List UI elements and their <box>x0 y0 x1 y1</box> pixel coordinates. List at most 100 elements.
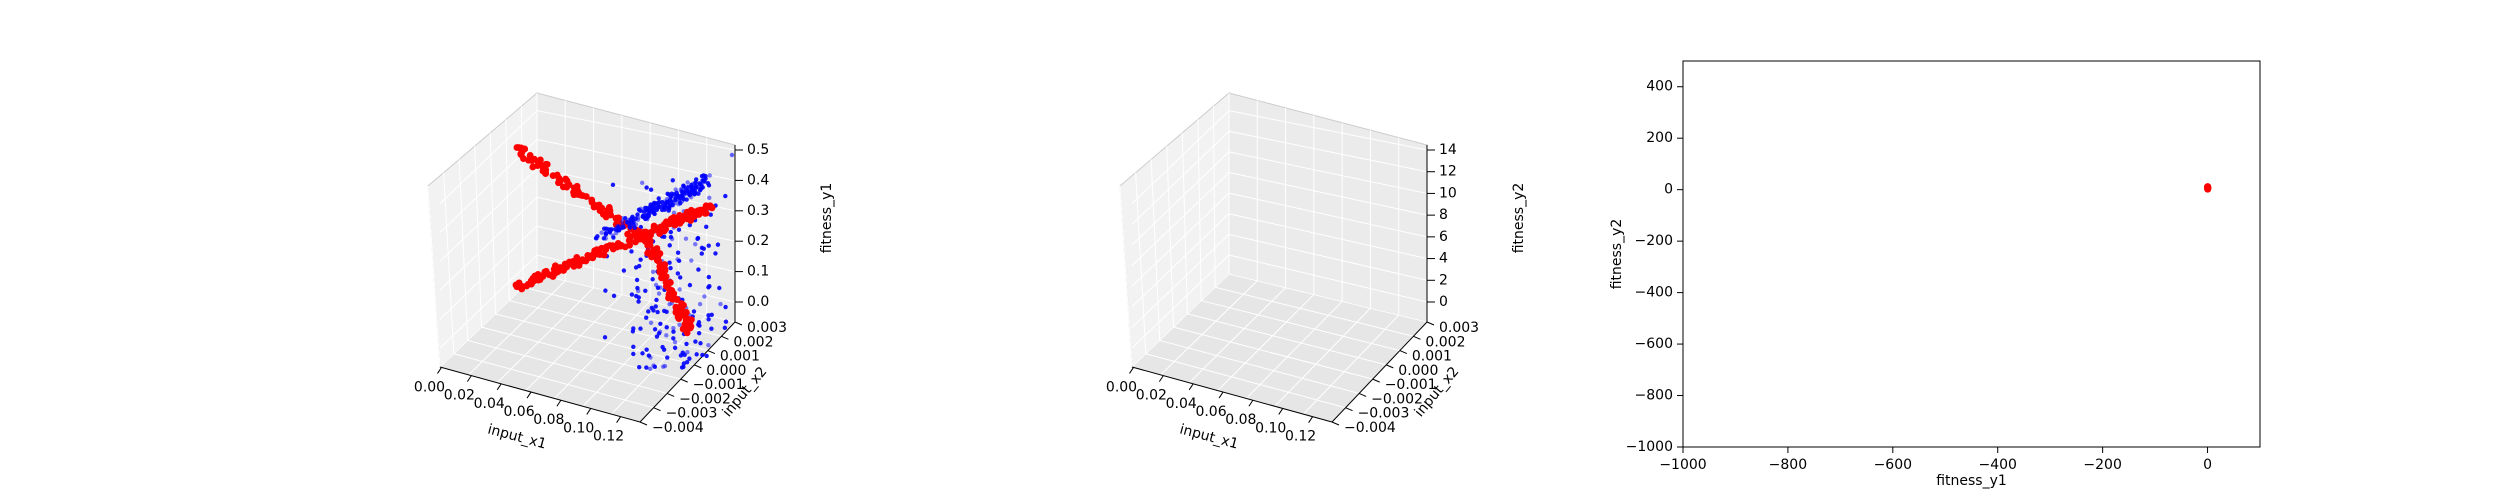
data-point-red <box>526 152 534 159</box>
data-point-red <box>675 217 683 225</box>
x-tick-label: −200 <box>2083 457 2121 473</box>
data-point-blue <box>653 304 658 309</box>
data-point-blue <box>697 323 702 328</box>
data-point-blue <box>691 188 696 194</box>
data-point-blue <box>687 222 693 228</box>
data-point-blue <box>715 242 721 247</box>
left-grid-vertical <box>1135 172 1147 354</box>
data-point-blue <box>670 178 675 183</box>
z-tick-label: 0.3 <box>747 203 769 219</box>
back-grid-horizontal <box>536 110 736 151</box>
data-point-blue <box>693 339 698 344</box>
data-point-blue <box>643 288 648 293</box>
left-grid-horizontal <box>1131 151 1230 246</box>
x-tick-label: −800 <box>1769 457 1807 473</box>
left-grid-horizontal <box>1131 172 1230 266</box>
x-tick-label: 0.02 <box>444 388 475 404</box>
data-point-red <box>600 251 608 259</box>
data-point-red <box>539 273 547 280</box>
data-point-blue <box>654 334 660 339</box>
data-point-red <box>661 266 669 274</box>
data-point-blue <box>707 173 712 178</box>
data-point-red <box>584 251 592 259</box>
data-point-red <box>559 183 567 191</box>
data-point-blue <box>699 173 705 179</box>
data-point-blue <box>706 317 711 322</box>
z-tick-label: 0 <box>1439 294 1448 310</box>
data-point-red <box>674 313 682 321</box>
y-tick-label: 0.002 <box>1425 334 1465 350</box>
data-point-blue <box>693 242 698 247</box>
back-grid-horizontal <box>1228 151 1428 194</box>
left-grid-horizontal <box>1131 213 1230 308</box>
data-point-red <box>606 242 614 249</box>
data-point-blue <box>678 275 683 280</box>
z-tick-label: 0.5 <box>747 142 769 158</box>
data-point-blue <box>662 234 667 239</box>
data-point-blue <box>624 220 630 225</box>
data-point-blue <box>705 181 711 186</box>
back-grid-horizontal <box>536 138 736 181</box>
x-tick <box>1278 408 1284 415</box>
floor-grid-y <box>1173 326 1373 380</box>
data-point-blue <box>671 326 676 331</box>
data-point-blue <box>707 284 712 289</box>
data-point-red <box>565 261 572 268</box>
data-point-red <box>529 274 537 282</box>
back-grid-horizontal <box>1228 233 1428 281</box>
x-tick <box>496 383 502 391</box>
data-point-blue <box>635 288 641 294</box>
y-tick-label: −200 <box>1635 233 1673 249</box>
z-tick-label: 0.2 <box>747 233 769 249</box>
left-grid-vertical <box>1197 119 1202 301</box>
floor-grid-y <box>467 339 668 394</box>
data-point-blue <box>665 191 670 196</box>
y-tick <box>707 350 716 355</box>
data-point-blue <box>671 329 676 334</box>
data-point-blue <box>668 265 673 271</box>
data-point-blue <box>648 187 654 192</box>
data-point-blue <box>647 366 653 371</box>
x-tick <box>586 408 592 415</box>
data-point-blue <box>707 195 712 201</box>
data-point-blue <box>643 205 648 211</box>
data-point-blue <box>696 267 701 272</box>
data-point-red <box>573 261 581 269</box>
y-tick-label: 400 <box>1646 79 1673 95</box>
left-grid-vertical <box>427 185 441 368</box>
data-point-blue <box>709 312 714 318</box>
left-grid-horizontal <box>1131 192 1230 287</box>
data-point-blue <box>698 187 703 192</box>
x-tick-label: 0.06 <box>1195 404 1226 420</box>
left-grid-vertical <box>1119 185 1133 368</box>
y-tick-label: 0.003 <box>747 320 787 336</box>
floor-grid-y <box>1201 300 1400 352</box>
data-point-blue <box>637 364 642 370</box>
floor-grid-x <box>1160 280 1258 376</box>
left-grid-horizontal <box>439 196 538 291</box>
left-grid-horizontal <box>439 254 538 349</box>
data-point-blue <box>635 215 641 220</box>
left-grid-vertical <box>443 172 455 354</box>
x-tick <box>616 416 622 423</box>
data-point-blue <box>664 333 669 338</box>
z-tick-label: 14 <box>1439 142 1457 158</box>
data-point-red <box>687 323 695 330</box>
floor-grid-y <box>1215 286 1414 337</box>
x-tick-label: 0.00 <box>1106 379 1137 395</box>
data-point-blue <box>610 182 616 188</box>
data-point-blue <box>723 319 729 324</box>
data-point-blue <box>677 322 682 328</box>
z-tick-label: 6 <box>1439 229 1448 245</box>
data-point-blue <box>629 292 635 297</box>
y-tick-label: 0.001 <box>1412 349 1452 365</box>
data-point-red <box>595 201 603 209</box>
data-point-blue <box>638 257 643 262</box>
data-point-blue <box>650 277 655 282</box>
x-tick-label: −600 <box>1874 457 1912 473</box>
data-point-blue <box>638 326 643 331</box>
data-point-blue <box>675 250 681 255</box>
data-point-blue <box>662 199 667 204</box>
y-tick-label: 0.000 <box>1398 363 1438 379</box>
floor-grid-x <box>468 280 566 376</box>
